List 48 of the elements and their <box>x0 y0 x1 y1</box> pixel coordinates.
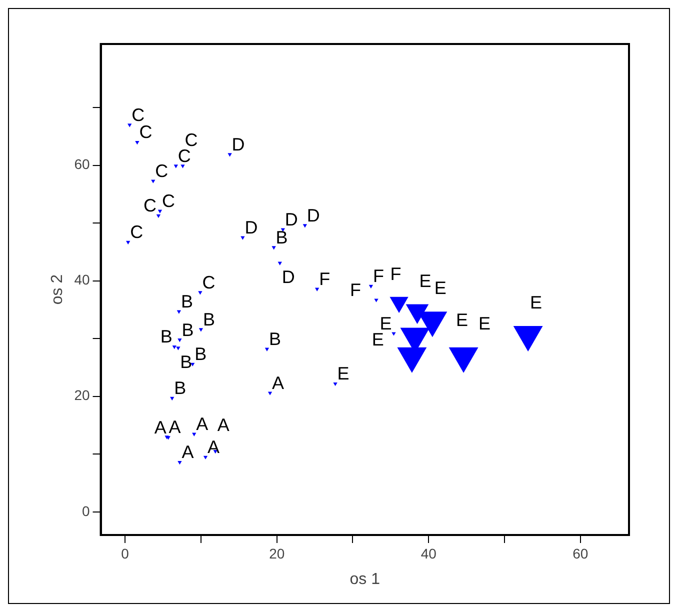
text: D <box>306 205 320 226</box>
text: D <box>232 134 245 154</box>
text: C <box>130 222 144 242</box>
text: A <box>217 415 230 436</box>
text: B <box>174 378 186 398</box>
y-axis-title: os 2 <box>49 274 66 305</box>
text: C <box>162 190 175 211</box>
text: A <box>196 414 208 434</box>
series-label: B <box>160 326 172 347</box>
text: D <box>282 266 295 287</box>
text: E <box>456 310 468 330</box>
text: C <box>155 160 168 181</box>
y-tick-label: 60 <box>74 156 90 172</box>
x-axis-title: os 1 <box>350 570 380 588</box>
x-tick-label: 60 <box>572 545 588 562</box>
text: B <box>276 227 288 248</box>
text: A <box>168 416 181 437</box>
text: A <box>182 442 194 462</box>
text: E <box>419 270 432 291</box>
text: B <box>202 309 215 330</box>
text: E <box>434 278 446 298</box>
text: B <box>182 320 194 340</box>
x-tick-label: 40 <box>420 545 437 562</box>
y-tick-label: 20 <box>74 387 90 404</box>
y-tick-label: 0 <box>82 502 90 519</box>
text: D <box>284 209 298 230</box>
series-label: D <box>244 218 258 238</box>
series-label: A <box>154 417 166 438</box>
text: B <box>194 344 207 364</box>
y-tick-label: 40 <box>74 272 90 288</box>
series-label: F <box>319 268 330 289</box>
text: E <box>337 364 350 384</box>
text: F <box>350 280 362 300</box>
text: A <box>272 372 284 393</box>
x-tick-label: 0 <box>121 545 130 562</box>
text: C <box>139 122 152 142</box>
text: E <box>530 292 542 312</box>
text: B <box>268 329 281 349</box>
text: B <box>180 291 193 312</box>
text: F <box>390 264 402 284</box>
text: C <box>132 104 145 125</box>
text: B <box>180 352 192 372</box>
text: A <box>208 437 220 458</box>
text: C <box>202 272 216 292</box>
x-tick-label: 20 <box>269 545 285 562</box>
text: E <box>478 314 491 334</box>
series-label: C <box>143 196 156 216</box>
text: F <box>372 266 384 286</box>
